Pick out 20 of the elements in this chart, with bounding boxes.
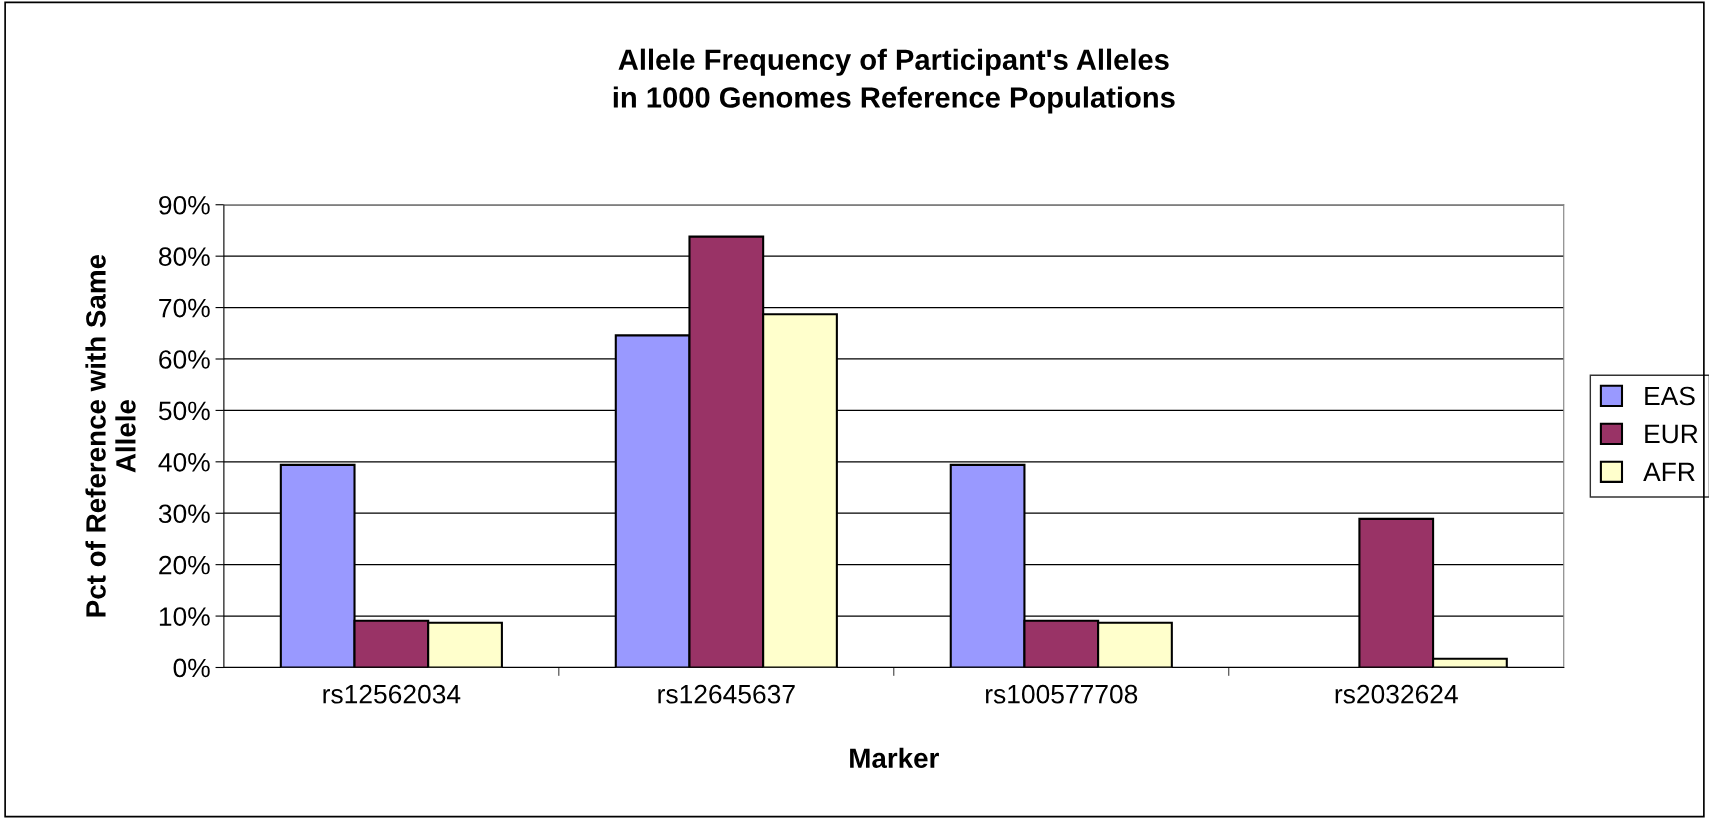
y-tick-label: 90%: [159, 195, 210, 215]
legend-label: EAS: [1645, 386, 1695, 406]
x-tick-label: rs100577708: [986, 684, 1138, 704]
legend-label: AFR: [1643, 462, 1695, 481]
y-tick-label: 10%: [159, 607, 210, 626]
y-tick-label: 50%: [158, 401, 210, 421]
y-tick-label: 30%: [158, 504, 210, 524]
y-tick-label: 60%: [159, 350, 210, 369]
x-tick-label: rs12645637: [658, 684, 795, 704]
y-tick-label: 70%: [159, 298, 210, 318]
y-tick-label: 80%: [159, 247, 210, 266]
y-tick-label: 20%: [159, 555, 210, 575]
y-tick-label: 40%: [158, 452, 210, 472]
x-tick-label: rs2032624: [1335, 684, 1458, 704]
chart-title: Allele Frequency of Participant's Alleles in 1000 Genomes Reference Populations: [613, 48, 1175, 114]
x-tick-label: rs12562034: [323, 684, 461, 704]
y-tick-label: 0%: [173, 658, 210, 678]
legend-label: EUR: [1645, 424, 1698, 444]
x-axis-title: Marker: [850, 747, 939, 769]
y-axis-title: Pct of Reference with Same Allele: [85, 254, 136, 617]
